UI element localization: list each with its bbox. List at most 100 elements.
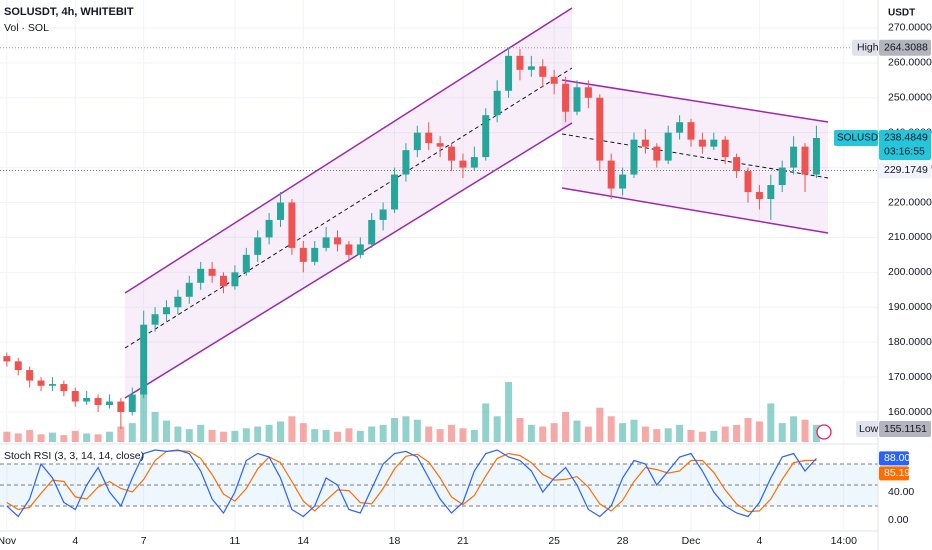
volume-bar [345, 428, 353, 442]
candle-body [60, 384, 68, 392]
volume-bar [71, 430, 79, 442]
candle-body [105, 401, 113, 405]
volume-bar [436, 429, 444, 442]
x-tick-label: 25 [548, 535, 560, 547]
x-tick-label: 21 [457, 535, 469, 547]
candle-body [687, 122, 695, 140]
volume-bar [242, 428, 250, 442]
candle-body [790, 146, 798, 168]
candle-body [596, 97, 604, 161]
stoch-line [6, 450, 817, 513]
y-tick-label: 270.0000 [888, 22, 932, 34]
candle-body [185, 282, 193, 297]
volume-bar [174, 426, 182, 442]
low-label: Low [859, 423, 879, 435]
candle-body [470, 157, 478, 168]
volume-bar [778, 423, 786, 442]
volume-bar [653, 429, 661, 442]
candle-body [516, 55, 524, 70]
x-tick-label: 28 [617, 535, 629, 547]
volume-bar [733, 424, 741, 442]
volume-bar [83, 433, 91, 442]
y-tick-label: 0.00 [888, 514, 909, 526]
volume-bar [94, 434, 102, 442]
candle-body [744, 171, 752, 193]
candle-body [676, 122, 684, 133]
volume-bar [539, 426, 547, 442]
volume-bar [721, 426, 729, 442]
label-box [879, 162, 931, 179]
volume-bar [219, 431, 227, 442]
volume-bar [162, 420, 170, 442]
candle-body [505, 55, 513, 91]
volume-bar [664, 428, 672, 442]
candle-body [539, 66, 547, 77]
candle-body [436, 143, 444, 147]
candle-body [14, 361, 22, 371]
volume-bar [379, 424, 387, 442]
volume-bar [425, 426, 433, 442]
candle-body [334, 237, 342, 245]
candle-body [197, 268, 205, 283]
candle-body [755, 192, 763, 200]
plot [0, 47, 878, 518]
candle-body [83, 398, 91, 402]
candle-body [812, 137, 820, 175]
label-box [879, 129, 931, 160]
x-tick-label: 14:00 [831, 535, 857, 547]
alert-icon[interactable] [816, 424, 832, 440]
volume-bar [334, 431, 342, 442]
candle-body [562, 83, 570, 112]
x-tick-label: 11 [229, 535, 240, 547]
indicator-title: Stoch RSI (3, 3, 14, 14, close) [4, 450, 144, 462]
candle-body [573, 87, 581, 112]
candle-body [288, 202, 296, 248]
volume-bar [790, 416, 798, 442]
candle-body [425, 132, 433, 144]
channel-line [561, 79, 829, 123]
y-tick-label: 250.0000 [888, 92, 932, 104]
candle-body [254, 237, 262, 255]
last-price: 238.4849 [884, 132, 928, 144]
volume-bar [48, 432, 56, 442]
volume-bar [562, 412, 570, 442]
candle-body [311, 247, 319, 262]
price-labels: 160.0000 170.0000 180.0000 190.0000 200.0000… [0, 22, 932, 547]
volume-bar [117, 426, 125, 442]
candle-body [242, 254, 250, 273]
volume-bar [26, 430, 34, 442]
candle-body [391, 174, 399, 210]
candle-body [219, 275, 227, 287]
candle-body [94, 398, 102, 405]
x-tick-label: 4 [756, 535, 762, 547]
volume-bar [60, 435, 68, 442]
volume-bar [402, 416, 410, 442]
candle-body [778, 167, 786, 186]
candle-body [493, 90, 501, 116]
volume-bar [368, 426, 376, 442]
volume-bar [744, 418, 752, 442]
volume-bar [493, 416, 501, 442]
stoch-line [6, 449, 817, 518]
label-box [834, 129, 878, 146]
x-tick-label: 7 [141, 535, 147, 547]
candle-body [368, 219, 376, 245]
label-box [852, 39, 878, 56]
candle-body [379, 209, 387, 220]
candle-body [698, 139, 706, 147]
high-label: High [857, 42, 879, 54]
low-value: 155.1151 [884, 423, 927, 435]
volume-bar [584, 426, 592, 442]
candle-body [356, 244, 364, 255]
candle-body [26, 370, 34, 381]
volume-bar [356, 430, 364, 442]
volume-bar [185, 429, 193, 442]
y-tick-label: 40.00 [888, 486, 914, 498]
volume-bar [197, 424, 205, 442]
volume-bar [254, 426, 262, 442]
x-tick-label: 18 [389, 535, 401, 547]
volume-bar [231, 430, 239, 442]
volume-bar [767, 403, 775, 442]
volume-bar [37, 434, 45, 442]
